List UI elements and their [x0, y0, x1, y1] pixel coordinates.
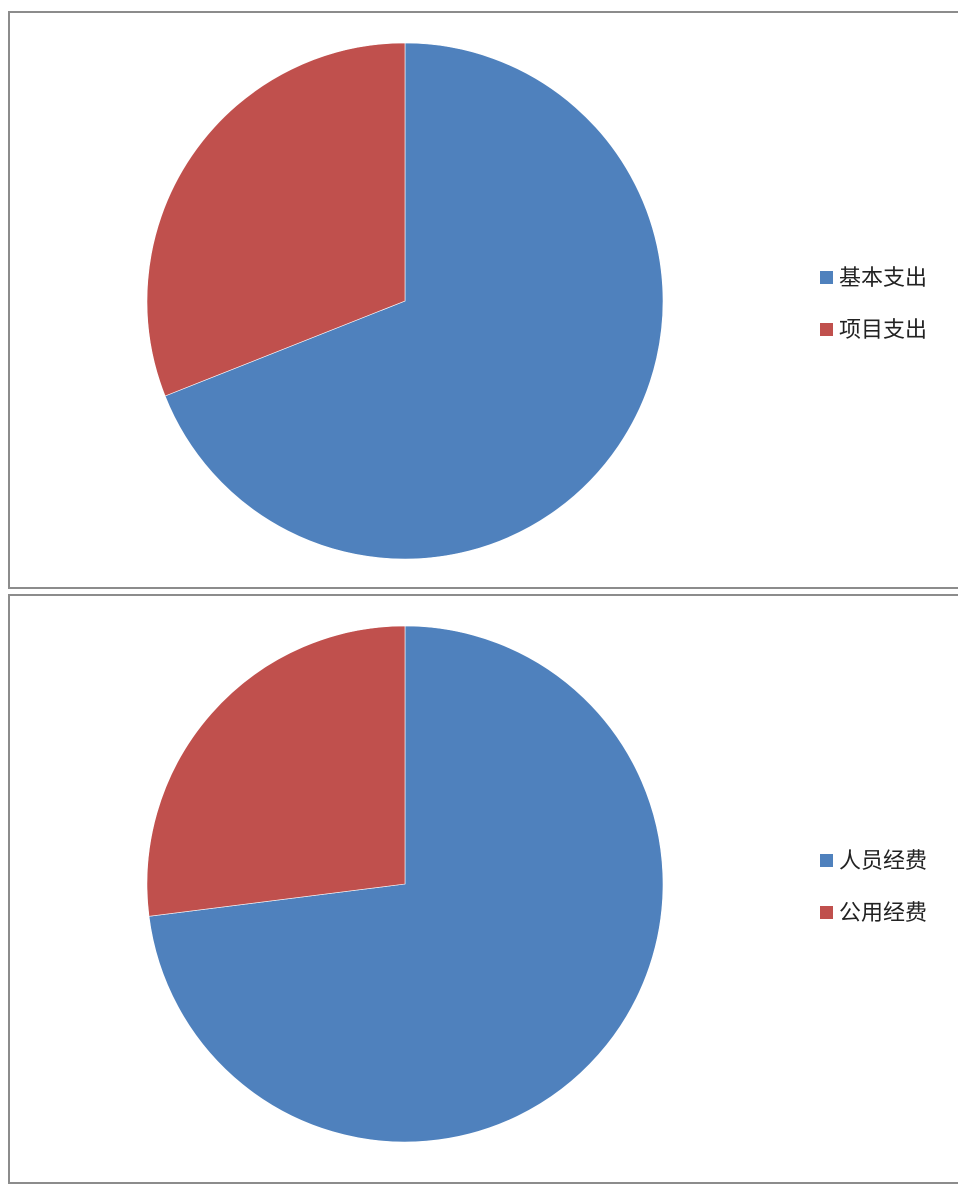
pie-slice-2-1: [146, 625, 406, 917]
pie-slice-2-0: [148, 625, 664, 1143]
legend-swatch-2-0: [820, 854, 833, 867]
pie-chart-1-slices: [146, 42, 664, 560]
legend-swatch-1-0: [820, 271, 833, 284]
pie-chart-1-legend: 基本支出 项目支出: [820, 266, 927, 343]
pie-chart-1: 基本支出 项目支出: [8, 11, 958, 589]
legend-swatch-1-1: [820, 323, 833, 336]
legend-label-1-1: 项目支出: [839, 318, 927, 343]
pie-slice-1-1: [146, 42, 406, 397]
legend-label-2-0: 人员经费: [839, 849, 927, 874]
pie-chart-2-legend: 人员经费 公用经费: [820, 849, 927, 926]
pie-chart-2: 人员经费 公用经费: [8, 594, 958, 1184]
legend-label-2-1: 公用经费: [839, 901, 927, 926]
pie-chart-1-svg: 基本支出 项目支出: [146, 42, 927, 560]
pie-slice-1-0: [164, 42, 664, 560]
legend-label-1-0: 基本支出: [839, 266, 927, 291]
legend-swatch-2-1: [820, 906, 833, 919]
pie-chart-2-svg: 人员经费 公用经费: [146, 625, 927, 1143]
pie-chart-2-slices: [146, 625, 664, 1143]
